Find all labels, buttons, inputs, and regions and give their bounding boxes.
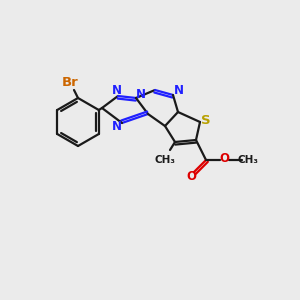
Text: O: O [186,170,196,184]
Text: Br: Br [61,76,78,88]
Text: N: N [112,85,122,98]
Text: N: N [136,88,146,100]
Text: N: N [174,83,184,97]
Text: CH₃: CH₃ [238,155,259,165]
Text: S: S [201,113,211,127]
Text: O: O [219,152,229,166]
Text: CH₃: CH₃ [154,155,176,165]
Text: N: N [112,121,122,134]
